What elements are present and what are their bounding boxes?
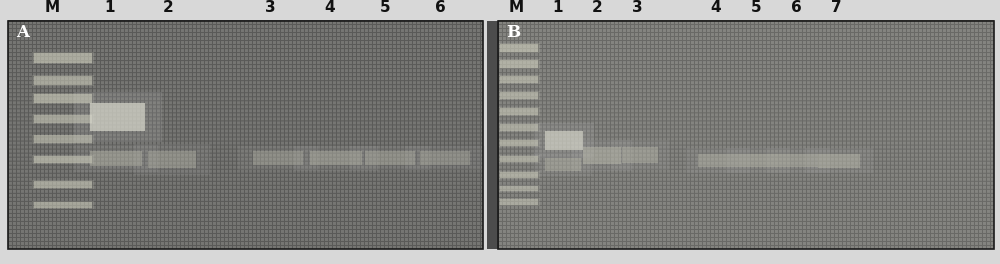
Text: M: M <box>508 0 524 15</box>
Bar <box>34 76 92 85</box>
Bar <box>32 180 94 188</box>
Bar <box>498 199 540 206</box>
Bar <box>34 156 92 163</box>
Bar <box>253 151 303 165</box>
Bar <box>90 151 142 166</box>
Bar <box>74 145 158 172</box>
Bar <box>500 76 538 83</box>
Text: 2: 2 <box>163 0 173 15</box>
Text: 7: 7 <box>831 0 841 15</box>
Bar <box>545 131 583 150</box>
Text: 1: 1 <box>105 0 115 15</box>
Text: A: A <box>16 24 29 41</box>
Bar <box>134 144 210 175</box>
Bar <box>90 103 145 131</box>
Text: 4: 4 <box>711 0 721 15</box>
Bar <box>294 146 378 171</box>
Text: 5: 5 <box>380 0 390 15</box>
Bar <box>498 59 540 69</box>
Bar <box>498 75 540 84</box>
Bar <box>498 21 994 249</box>
Bar <box>611 140 669 170</box>
Bar <box>498 43 540 53</box>
Bar <box>34 115 92 123</box>
Bar <box>34 135 92 143</box>
Bar <box>622 147 658 163</box>
Text: 1: 1 <box>553 0 563 15</box>
Bar <box>818 154 860 168</box>
Text: 6: 6 <box>791 0 801 15</box>
Text: M: M <box>44 0 60 15</box>
Bar <box>500 60 538 68</box>
Bar <box>698 154 738 167</box>
Bar <box>148 151 196 168</box>
Bar <box>310 151 362 166</box>
Bar <box>500 92 538 99</box>
Bar <box>32 75 94 86</box>
Bar <box>766 148 830 173</box>
Bar <box>805 148 873 173</box>
Bar <box>8 21 483 249</box>
Bar <box>498 91 540 100</box>
Bar <box>500 199 538 205</box>
Bar <box>726 148 790 173</box>
Bar <box>545 158 581 171</box>
Bar <box>74 92 162 142</box>
Bar <box>32 93 94 104</box>
Text: 5: 5 <box>751 0 761 15</box>
Bar <box>498 107 540 116</box>
Bar <box>686 148 750 173</box>
Bar <box>350 146 430 171</box>
Bar <box>34 94 92 103</box>
Text: 3: 3 <box>265 0 275 15</box>
Bar <box>365 151 415 165</box>
Bar <box>34 201 92 208</box>
Bar <box>32 201 94 209</box>
Bar <box>500 140 538 146</box>
Bar <box>498 155 540 163</box>
Bar <box>572 140 632 171</box>
Bar <box>500 172 538 178</box>
Bar <box>500 156 538 162</box>
Bar <box>498 139 540 147</box>
Text: 3: 3 <box>632 0 642 15</box>
Text: B: B <box>506 24 520 41</box>
Bar <box>32 135 94 144</box>
Bar <box>498 123 540 131</box>
Bar <box>34 181 92 188</box>
Bar <box>500 124 538 131</box>
Bar <box>238 146 318 171</box>
Bar <box>498 185 540 192</box>
Bar <box>34 53 92 63</box>
Bar <box>500 108 538 115</box>
Bar <box>498 171 540 179</box>
Bar <box>534 123 594 158</box>
Bar <box>405 146 485 171</box>
Bar <box>738 154 778 167</box>
Text: 6: 6 <box>435 0 445 15</box>
Text: 4: 4 <box>325 0 335 15</box>
Bar <box>420 151 470 165</box>
Bar <box>32 114 94 124</box>
Bar <box>32 52 94 64</box>
Bar <box>32 155 94 164</box>
Bar <box>500 186 538 191</box>
Bar <box>583 147 621 164</box>
Bar <box>500 44 538 52</box>
Bar <box>778 154 818 167</box>
Bar <box>487 21 499 249</box>
Text: 2: 2 <box>592 0 602 15</box>
Bar <box>534 153 592 176</box>
